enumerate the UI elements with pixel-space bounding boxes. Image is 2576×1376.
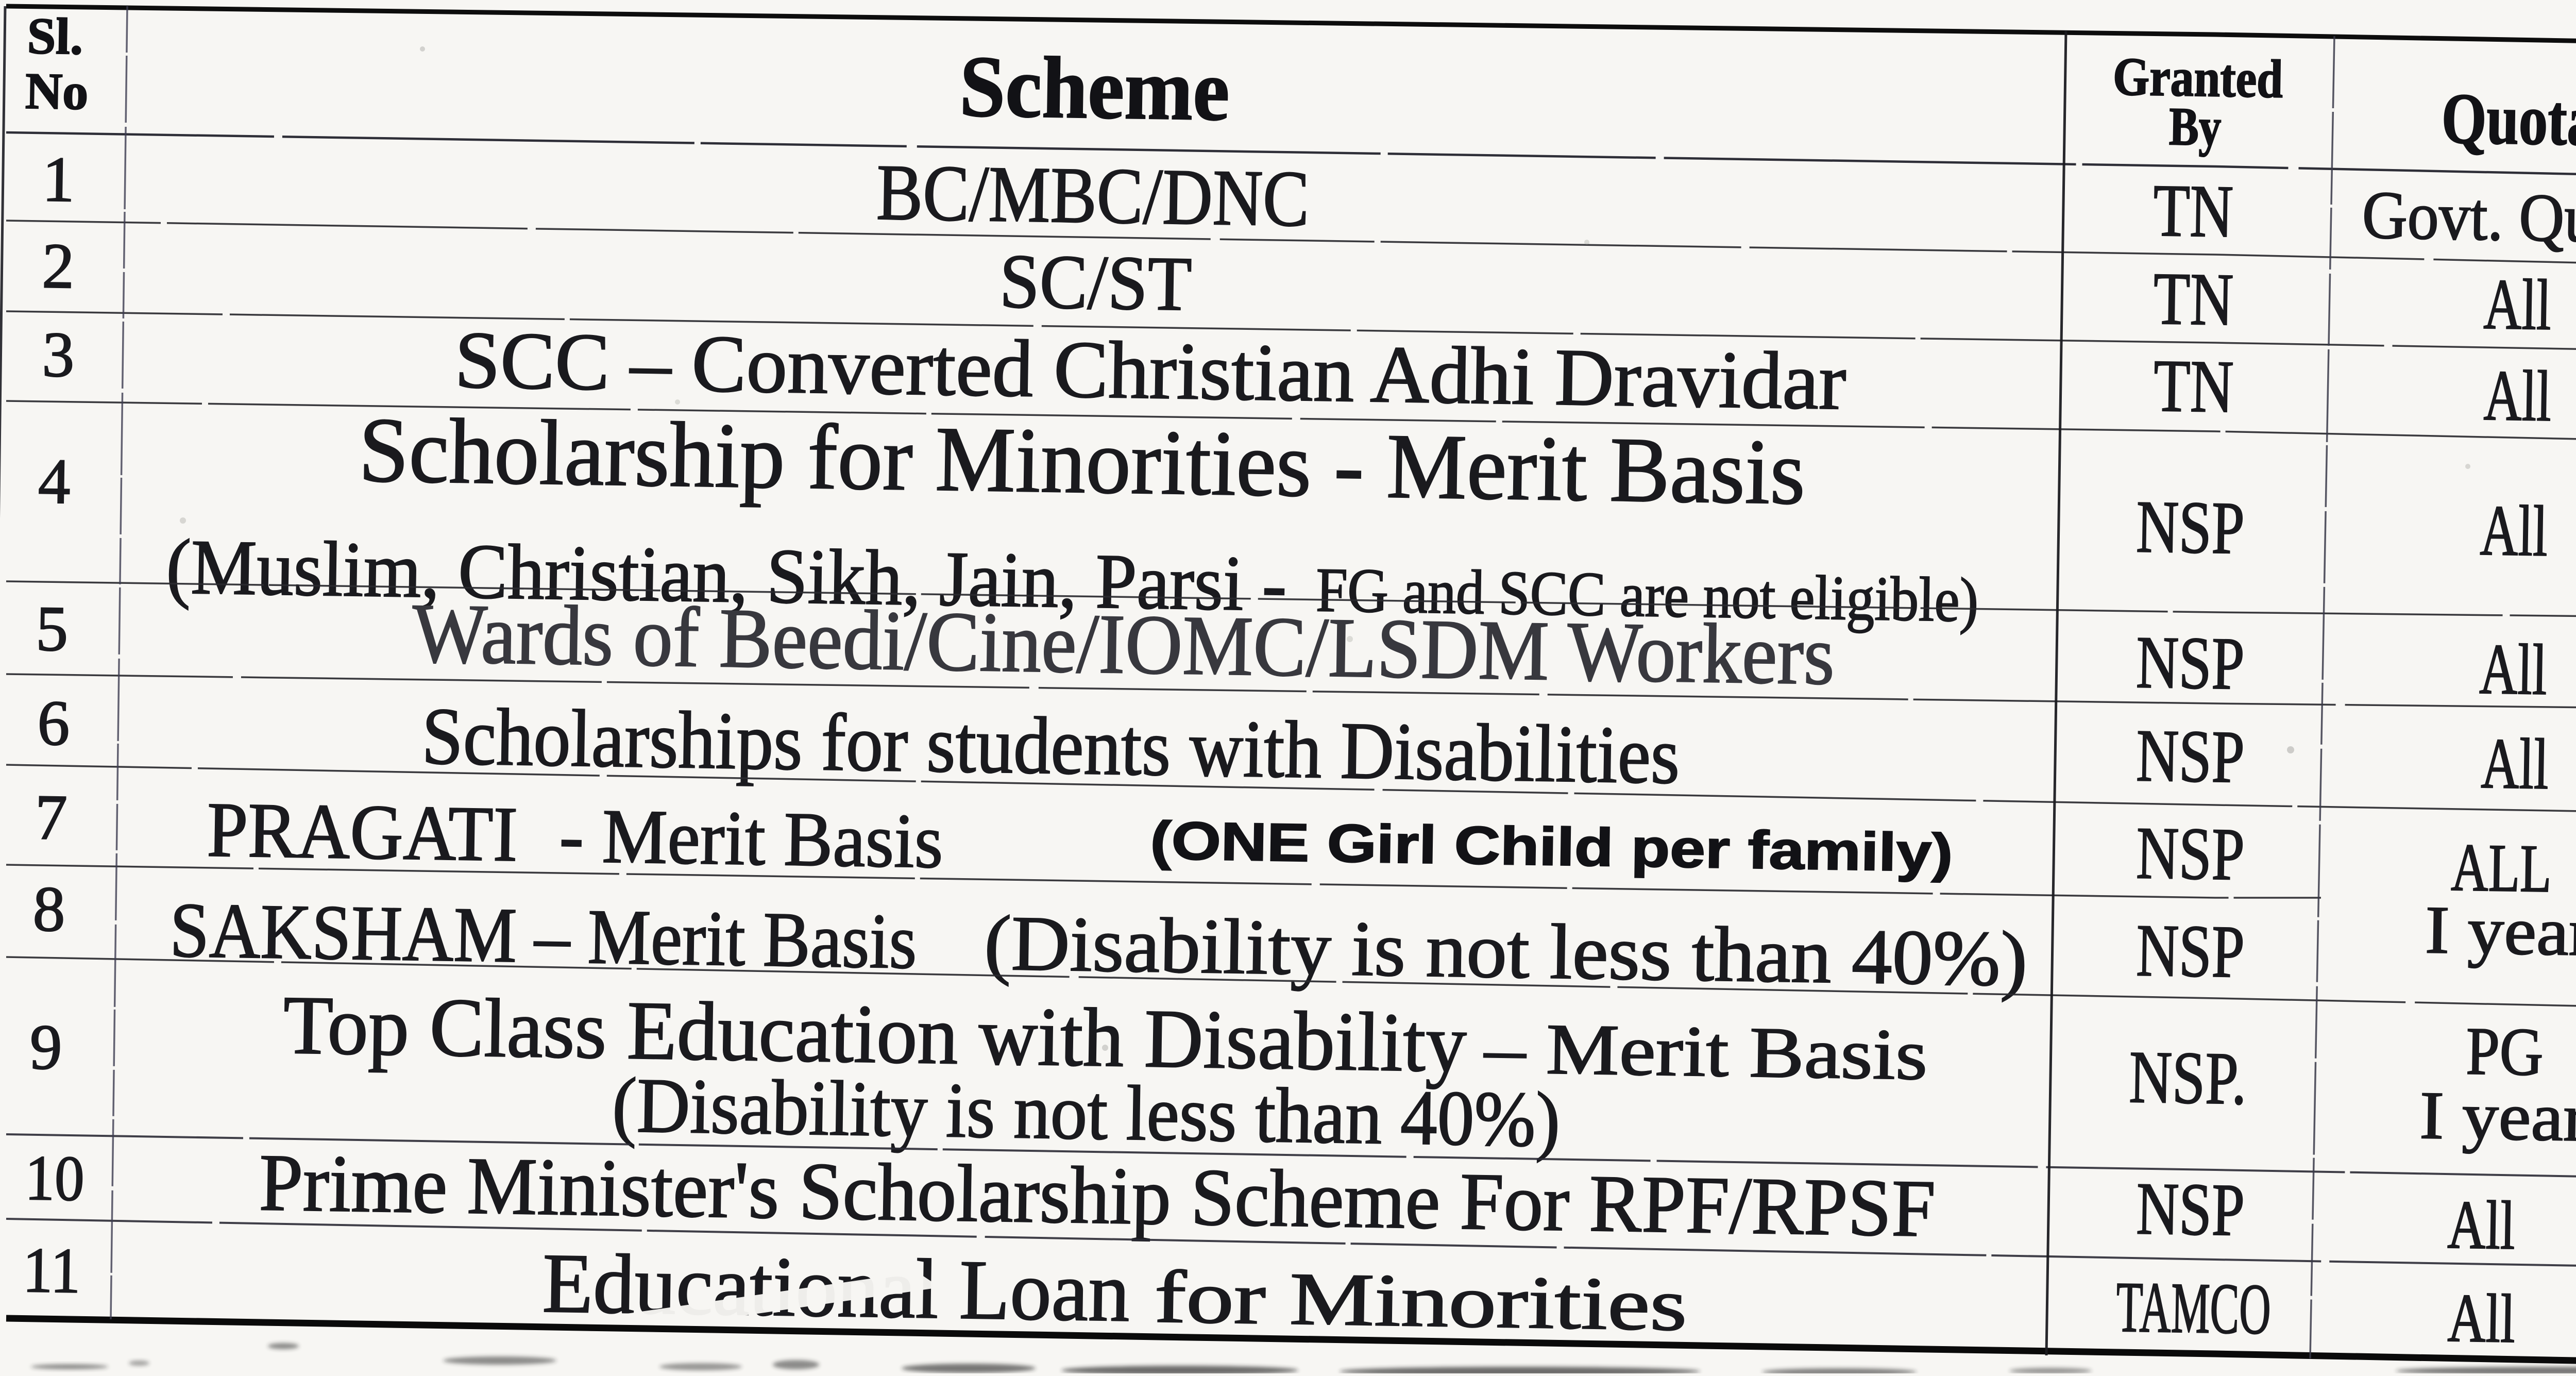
svg-text:9: 9 bbox=[29, 1012, 63, 1083]
svg-text:All: All bbox=[2480, 491, 2548, 572]
svg-text:(Disability is not less than 4: (Disability is not less than 40%) bbox=[984, 899, 2028, 1002]
svg-text:Top Class Education with Disab: Top Class Education with Disability bbox=[282, 979, 1467, 1090]
svg-text:Scholarship for Minorities - M: Scholarship for Minorities - Merit Basis bbox=[358, 398, 1806, 524]
svg-text:All: All bbox=[2483, 264, 2552, 345]
svg-text:Sl.: Sl. bbox=[27, 7, 83, 65]
svg-text:Quota: Quota bbox=[2441, 78, 2576, 161]
svg-text:11: 11 bbox=[22, 1235, 81, 1307]
svg-text:TN: TN bbox=[2153, 258, 2234, 341]
svg-text:ALL: ALL bbox=[2451, 829, 2552, 907]
svg-text:NSP.: NSP. bbox=[2128, 1036, 2247, 1120]
svg-text:Govt. Quota: Govt. Quota bbox=[2362, 177, 2576, 257]
svg-text:– Merit Basis: – Merit Basis bbox=[1483, 1009, 1928, 1096]
svg-text:SAKSHAM – Merit Basis: SAKSHAM – Merit Basis bbox=[169, 886, 917, 985]
svg-text:PRAGATI: PRAGATI bbox=[206, 786, 518, 878]
svg-text:I year: I year bbox=[2425, 892, 2576, 970]
svg-text:(Disability is not less than 4: (Disability is not less than 40%) bbox=[612, 1062, 1561, 1163]
svg-text:6: 6 bbox=[37, 687, 71, 759]
svg-text:Granted: Granted bbox=[2112, 46, 2283, 109]
svg-text:8: 8 bbox=[32, 874, 66, 945]
svg-text:NSP: NSP bbox=[2136, 714, 2245, 798]
svg-text:NSP: NSP bbox=[2136, 621, 2245, 705]
svg-text:By: By bbox=[2168, 96, 2222, 157]
svg-text:NSP: NSP bbox=[2136, 909, 2245, 993]
svg-text:7: 7 bbox=[35, 782, 68, 853]
svg-text:PG: PG bbox=[2465, 1013, 2544, 1089]
svg-text:TAMCO: TAMCO bbox=[2115, 1267, 2271, 1350]
svg-text:NSP: NSP bbox=[2136, 485, 2245, 569]
svg-text:BC/MBC/DNC: BC/MBC/DNC bbox=[876, 148, 1310, 243]
svg-text:Scheme: Scheme bbox=[959, 38, 1230, 139]
svg-text:10: 10 bbox=[25, 1143, 85, 1215]
svg-text:All: All bbox=[2481, 724, 2549, 804]
svg-text:No: No bbox=[25, 62, 89, 121]
svg-text:FG and SCC are not eligible): FG and SCC are not eligible) bbox=[1315, 555, 1979, 635]
svg-text:TN: TN bbox=[2153, 170, 2233, 253]
svg-text:All: All bbox=[2479, 629, 2547, 710]
svg-text:- Merit Basis: - Merit Basis bbox=[558, 793, 944, 884]
svg-text:SC/ST: SC/ST bbox=[999, 239, 1193, 327]
svg-text:for Minorities: for Minorities bbox=[1154, 1256, 1687, 1347]
svg-text:(Muslim, Christian, Sikh, Jain: (Muslim, Christian, Sikh, Jain, Parsi - bbox=[165, 523, 1306, 628]
svg-text:(ONE Girl Child per family): (ONE Girl Child per family) bbox=[1150, 811, 1954, 883]
svg-text:All: All bbox=[2483, 356, 2552, 437]
svg-text:NSP: NSP bbox=[2136, 1167, 2245, 1251]
svg-text:4: 4 bbox=[38, 446, 71, 517]
svg-text:5: 5 bbox=[36, 593, 69, 665]
svg-text:2: 2 bbox=[42, 230, 75, 302]
svg-text:All: All bbox=[2447, 1280, 2516, 1357]
svg-text:1: 1 bbox=[42, 144, 75, 215]
svg-text:3: 3 bbox=[42, 319, 75, 391]
svg-text:Scholarships for students with: Scholarships for students with Disabilit… bbox=[421, 691, 1680, 801]
svg-text:All: All bbox=[2447, 1186, 2516, 1264]
svg-text:I year: I year bbox=[2419, 1077, 2576, 1155]
svg-text:TN: TN bbox=[2153, 345, 2234, 428]
svg-text:NSP: NSP bbox=[2136, 812, 2245, 896]
